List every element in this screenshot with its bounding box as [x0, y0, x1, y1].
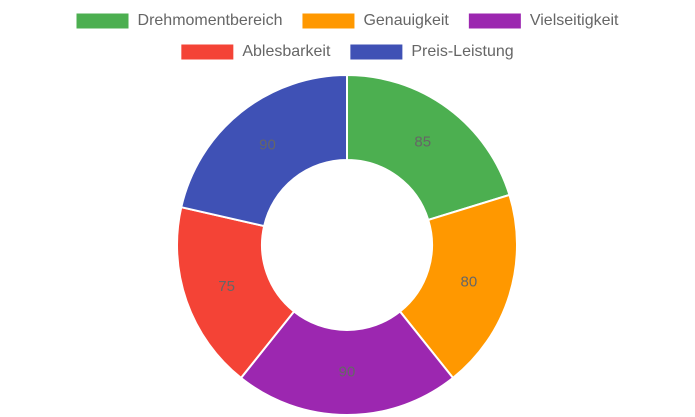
data-label: 80: [460, 274, 477, 291]
legend-label: Genauigkeit: [363, 12, 449, 29]
legend-item: Drehmomentbereich: [76, 12, 283, 29]
legend-label: Vielseitigkeit: [530, 12, 619, 29]
data-label: 90: [259, 136, 276, 153]
legend-item: Ablesbarkeit: [181, 43, 331, 60]
data-label: 85: [414, 133, 431, 150]
data-label: 90: [339, 363, 356, 380]
legend-swatch: [302, 13, 355, 29]
legend-swatch: [76, 13, 129, 29]
legend-item: Genauigkeit: [302, 12, 449, 29]
legend-swatch: [350, 44, 403, 60]
doughnut-segment: [180, 73, 348, 228]
legend-swatch: [181, 44, 234, 60]
doughnut-segment: [346, 73, 511, 222]
doughnut-segment: [239, 310, 455, 416]
legend-item: Vielseitigkeit: [468, 12, 619, 29]
legend-label: Preis-Leistung: [411, 43, 513, 60]
legend-swatch: [468, 13, 521, 29]
doughnut-segment: [176, 205, 296, 380]
legend-label: Ablesbarkeit: [242, 43, 331, 60]
legend-item: Preis-Leistung: [350, 43, 514, 60]
legend-label: Drehmomentbereich: [138, 12, 283, 29]
data-label: 75: [218, 278, 235, 295]
doughnut-segment: [398, 193, 518, 380]
